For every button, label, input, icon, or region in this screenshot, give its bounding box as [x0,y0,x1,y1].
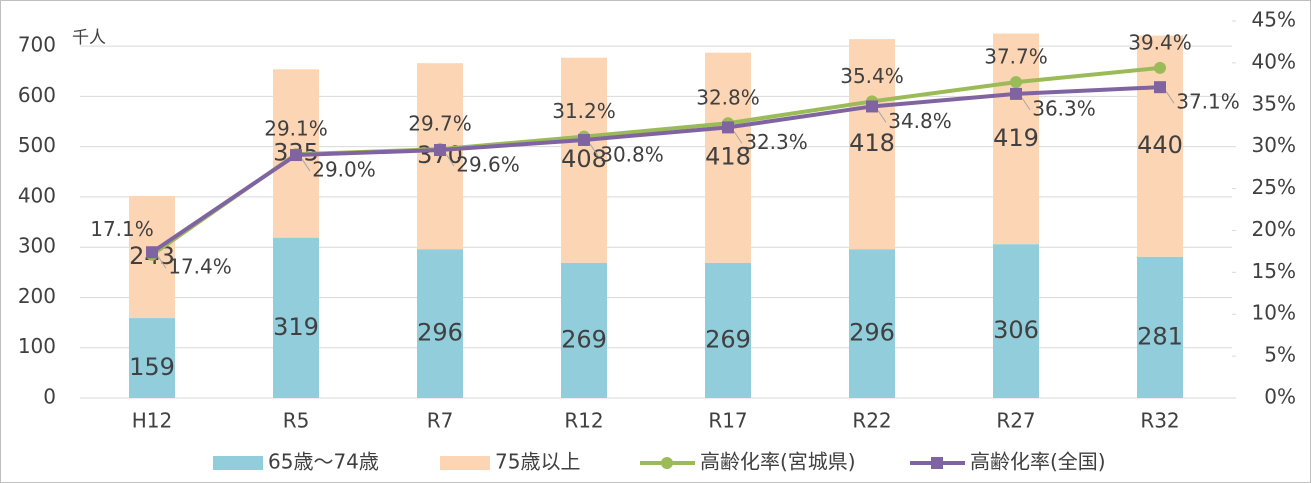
bar [561,57,607,263]
line-marker [434,144,446,157]
bar [273,237,319,398]
bar [705,52,751,263]
bar [849,39,895,250]
leader-line [877,110,887,123]
bar-value-label: 319 [273,313,319,341]
line-marker [1010,87,1022,100]
y-tick-label: 200 [18,284,56,308]
x-tick-label: R5 [283,409,310,433]
bar [561,262,607,398]
line-value-label: 32.3% [744,130,808,154]
y2-tick-label: 45% [1252,8,1296,32]
bar-value-label: 159 [129,353,175,381]
bar-value-label: 440 [1137,131,1183,159]
line-value-label: 17.1% [90,217,154,241]
y-tick-label: 700 [18,33,56,57]
y-tick-label: 500 [18,133,56,157]
leader-line [733,131,743,144]
bar-value-label: 306 [993,316,1039,344]
y2-tick-label: 30% [1252,133,1296,157]
bar [705,262,751,398]
x-tick-label: R32 [1140,409,1179,433]
line-value-label: 29.6% [456,153,520,177]
bar-value-label: 296 [849,319,895,347]
y-tick-label: 100 [18,334,56,358]
bar [849,249,895,398]
line-value-label: 30.8% [600,142,664,166]
leader-line [301,158,311,172]
legend-swatch [440,456,490,470]
bar [129,318,175,398]
line-marker [290,149,302,162]
bar [417,63,463,250]
y2-tick-label: 15% [1252,259,1296,283]
line-marker [1154,61,1166,74]
y-axis-label: 千人 [72,28,106,48]
line-value-label: 31.2% [552,99,616,123]
y2-tick-label: 35% [1252,91,1296,115]
x-tick-label: R27 [996,409,1035,433]
legend-label: 高齢化率(宮城県) [700,450,856,474]
line-value-label: 39.4% [1128,30,1192,54]
line-marker [1154,81,1166,94]
bar-value-label: 418 [849,129,895,157]
line-marker [578,133,590,146]
line-value-label: 36.3% [1032,96,1096,120]
leader-line [1021,97,1031,111]
x-tick-label: H12 [132,409,173,433]
line-value-label: 29.0% [312,158,376,182]
legend-label: 75歳以上 [495,450,580,474]
line-marker [722,121,734,134]
y-tick-label: 0 [43,385,56,409]
bar-value-label: 281 [1137,322,1183,350]
x-tick-label: R7 [427,409,454,433]
y2-tick-label: 0% [1264,385,1296,409]
x-tick-label: R17 [708,409,747,433]
leader-line [445,153,455,167]
y2-tick-label: 25% [1252,175,1296,199]
line-value-label: 32.8% [696,86,760,110]
bar-value-label: 269 [705,325,751,353]
bar [993,244,1039,398]
line-marker [1010,76,1022,89]
bar-value-label: 418 [705,143,751,171]
bar-value-label: 296 [417,319,463,347]
legend-marker [661,457,673,469]
y-tick-label: 600 [18,83,56,107]
x-tick-label: R12 [564,409,603,433]
bar [993,33,1039,245]
line-value-label: 37.1% [1176,90,1240,114]
y2-tick-label: 5% [1264,343,1296,367]
legend-marker [931,457,943,469]
line-marker [146,246,158,259]
y-tick-label: 300 [18,234,56,258]
legend-label: 65歳～74歳 [268,450,379,474]
line-marker [866,100,878,113]
line-value-label: 17.4% [168,255,232,279]
legend-label: 高齢化率(全国) [970,450,1106,474]
line-value-label: 29.7% [408,112,472,136]
y-tick-label: 400 [18,183,56,207]
line-value-label: 29.1% [264,117,328,141]
bar [1137,256,1183,398]
legend-swatch [213,456,263,470]
y2-tick-label: 40% [1252,49,1296,73]
leader-line [589,143,599,157]
bar [417,249,463,398]
leader-line [1165,90,1175,104]
line [150,85,1161,254]
leader-line [157,255,167,269]
line-value-label: 35.4% [840,64,904,88]
bar-value-label: 408 [561,145,607,173]
bar-value-label: 419 [993,124,1039,152]
y2-tick-label: 10% [1252,301,1296,325]
line-value-label: 34.8% [888,109,952,133]
x-tick-label: R22 [852,409,891,433]
bar-value-label: 269 [561,325,607,353]
y2-tick-label: 20% [1252,217,1296,241]
line-value-label: 37.7% [984,45,1048,69]
